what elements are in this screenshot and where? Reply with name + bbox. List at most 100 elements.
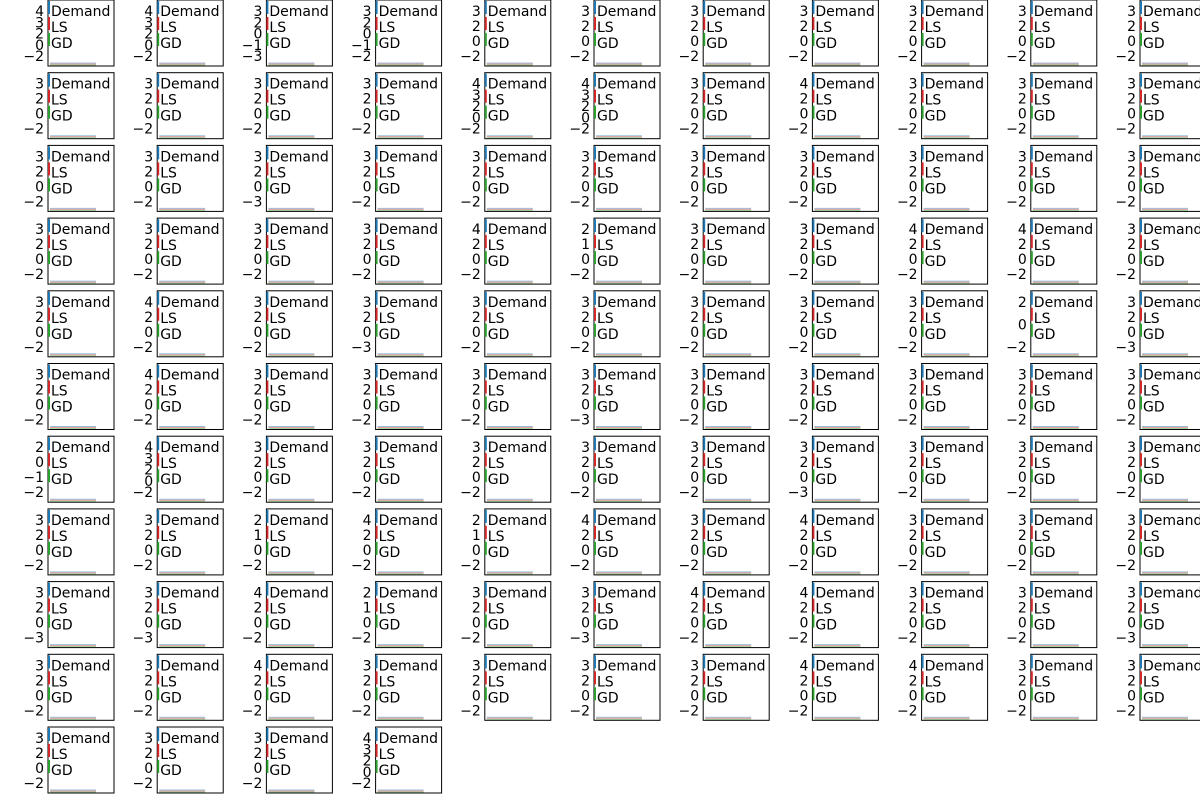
y-tick-label: 0 xyxy=(35,325,44,341)
legend-label: GD xyxy=(488,36,510,52)
legend-label: Demand xyxy=(597,368,656,384)
legend-label: GD xyxy=(269,109,291,125)
y-tick-label: −3 xyxy=(351,340,372,356)
panel-frame xyxy=(375,726,443,794)
y-tick-label: 0 xyxy=(581,34,590,50)
y-tick-label: 3 xyxy=(363,149,372,165)
y-tick-label: 0 xyxy=(253,616,262,632)
y-tick-label: 3 xyxy=(144,731,153,747)
y-tick-label: −2 xyxy=(351,267,372,283)
panel-frame xyxy=(265,72,333,140)
legend-label: GD xyxy=(51,36,73,52)
y-tick-label: 3 xyxy=(690,4,699,20)
legend-label: GD xyxy=(815,109,837,125)
legend-label: LS xyxy=(160,384,177,400)
legend-label: GD xyxy=(706,618,728,634)
legend-label: LS xyxy=(269,456,286,472)
y-tick-label: 0 xyxy=(472,252,481,268)
legend-label: LS xyxy=(925,311,942,327)
y-tick-label: 2 xyxy=(253,92,262,108)
legend-label: LS xyxy=(815,93,832,109)
legend-label: GD xyxy=(1034,618,1056,634)
y-tick-label: −3 xyxy=(242,49,263,65)
panel-frame xyxy=(1030,144,1098,212)
panel-frame xyxy=(484,435,552,503)
legend-label: Demand xyxy=(925,658,984,674)
legend-label: LS xyxy=(706,20,723,36)
y-tick-label: 0 xyxy=(253,27,262,43)
legend-label: GD xyxy=(706,327,728,343)
y-tick-label: 0 xyxy=(1127,398,1136,414)
y-tick-label: 2 xyxy=(472,310,481,326)
y-tick-label: 4 xyxy=(144,440,153,456)
panel-frame xyxy=(921,144,989,212)
legend-label: Demand xyxy=(488,440,547,456)
y-tick-label: 2 xyxy=(1127,601,1136,617)
y-tick-label: 2 xyxy=(581,528,590,544)
legend-label: GD xyxy=(488,109,510,125)
legend-label: GD xyxy=(597,327,619,343)
legend-label: Demand xyxy=(597,658,656,674)
y-tick-label: 3 xyxy=(253,731,262,747)
y-tick-label: 0 xyxy=(690,688,699,704)
y-tick-label: −2 xyxy=(897,703,918,719)
y-tick-label: −3 xyxy=(569,631,590,647)
legend-label: GD xyxy=(597,109,619,125)
panel-frame xyxy=(593,217,661,285)
y-tick-label: 0 xyxy=(472,543,481,559)
legend-label: GD xyxy=(815,618,837,634)
legend-label: LS xyxy=(51,529,68,545)
legend-label: GD xyxy=(488,181,510,197)
legend-label: GD xyxy=(815,181,837,197)
legend-label: LS xyxy=(815,20,832,36)
panel-frame xyxy=(375,0,443,67)
y-tick-label: 0 xyxy=(799,325,808,341)
legend-label: LS xyxy=(160,165,177,181)
legend-label: GD xyxy=(379,763,401,779)
legend-label: GD xyxy=(379,181,401,197)
legend-label: Demand xyxy=(706,586,765,602)
legend-label: GD xyxy=(488,545,510,561)
y-tick-label: 2 xyxy=(690,601,699,617)
y-tick-label: −2 xyxy=(351,413,372,429)
y-tick-label: −2 xyxy=(133,49,154,65)
legend-label: GD xyxy=(160,618,182,634)
panel-frame xyxy=(921,363,989,430)
legend-label: GD xyxy=(379,254,401,270)
legend-label: GD xyxy=(1143,327,1165,343)
legend-label: Demand xyxy=(379,440,438,456)
y-tick-label: 0 xyxy=(909,398,918,414)
y-tick-label: 2 xyxy=(1018,601,1027,617)
y-tick-label: −2 xyxy=(23,267,44,283)
y-tick-label: 0 xyxy=(363,325,372,341)
y-tick-label: 4 xyxy=(799,658,808,674)
y-tick-label: 2 xyxy=(799,19,808,35)
panel-frame xyxy=(593,290,661,358)
legend-label: Demand xyxy=(488,513,547,529)
legend-label: Demand xyxy=(706,658,765,674)
legend-label: LS xyxy=(925,165,942,181)
y-tick-label: 0 xyxy=(799,543,808,559)
y-tick-label: −2 xyxy=(133,776,154,792)
panel-frame xyxy=(921,581,989,649)
legend-label: LS xyxy=(815,529,832,545)
legend-label: Demand xyxy=(1143,295,1200,311)
legend-label: Demand xyxy=(51,586,110,602)
